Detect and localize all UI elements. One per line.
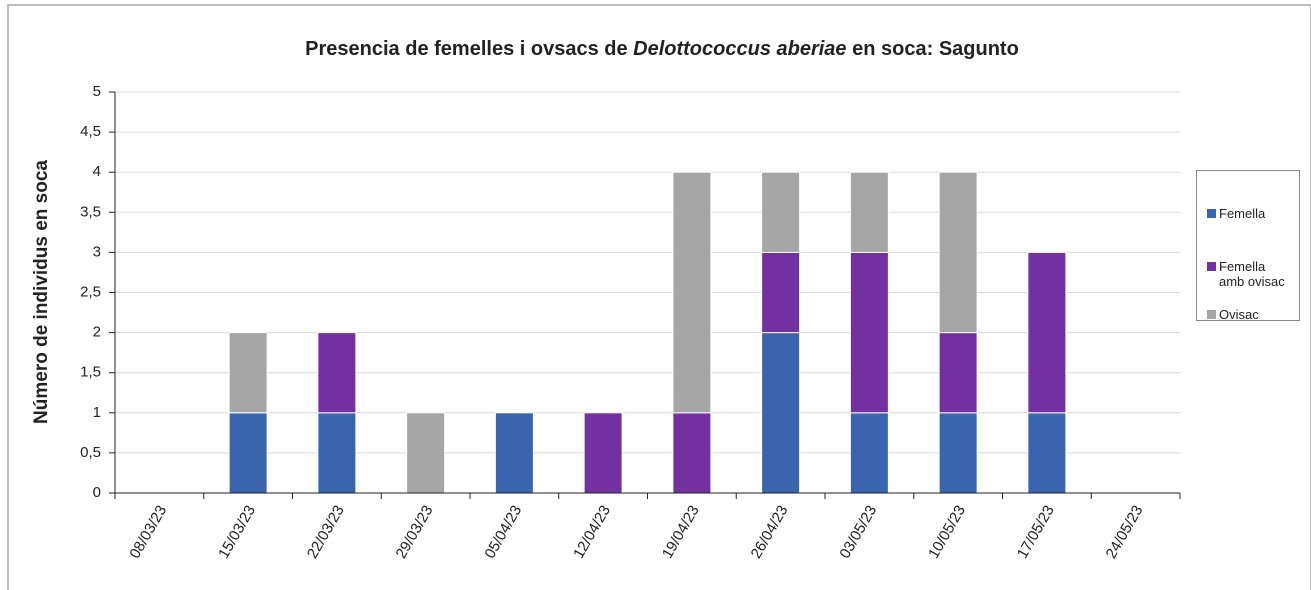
- bar-segment: [1027, 251, 1067, 414]
- bar-segment: [938, 332, 978, 414]
- chart-frame: [7, 4, 1311, 590]
- y-tick-label: 1: [93, 404, 101, 421]
- y-tick-label: 1,5: [80, 364, 101, 381]
- title-part: en soca: Sagunto: [847, 38, 1019, 60]
- bar-segment: [849, 412, 889, 494]
- bar-segment: [761, 251, 801, 334]
- y-tick-label: 3: [93, 243, 101, 260]
- bar-segment: [1027, 412, 1067, 494]
- bar-segment: [228, 332, 268, 414]
- y-tick-label: 4,5: [80, 123, 101, 140]
- bar-segment: [938, 171, 978, 334]
- title-part: Presencia de femelles i ovsacs de: [305, 38, 633, 60]
- bar-segment: [317, 332, 357, 414]
- legend: Femella Femella amb ovisac Ovisac: [1196, 170, 1300, 322]
- y-tick-label: 5: [93, 83, 101, 100]
- chart-title: Presencia de femelles i ovsacs de Delott…: [305, 38, 1019, 60]
- bar-segment: [849, 251, 889, 414]
- bar-segment: [583, 412, 623, 494]
- y-tick-label: 0: [93, 484, 101, 501]
- bar-segment: [938, 412, 978, 494]
- bar-segment: [228, 412, 268, 494]
- legend-label: Femella: [1219, 206, 1266, 221]
- legend-swatch: [1207, 209, 1216, 218]
- legend-swatch: [1207, 310, 1216, 319]
- legend-label: Ovisac: [1219, 307, 1259, 322]
- legend-swatch: [1207, 262, 1216, 271]
- bar-segment: [761, 332, 801, 494]
- y-tick-label: 2: [93, 324, 101, 341]
- y-tick-label: 2,5: [80, 283, 101, 300]
- legend-item: Femella: [1207, 206, 1292, 221]
- legend-label: Femella amb ovisac: [1219, 259, 1285, 289]
- bar-segment: [672, 171, 712, 414]
- y-tick-label: 4: [93, 163, 101, 180]
- legend-item: Femella amb ovisac: [1207, 259, 1292, 289]
- bar-segment: [761, 171, 801, 253]
- bar-segment: [406, 412, 446, 494]
- title-part: Delottococcus aberiae: [633, 38, 846, 60]
- bar-segment: [672, 412, 712, 494]
- legend-item: Ovisac: [1207, 307, 1292, 322]
- y-tick-label: 3,5: [80, 203, 101, 220]
- y-axis-title: Número de individus en soca: [31, 160, 52, 424]
- bar-segment: [494, 412, 534, 494]
- bar-segment: [849, 171, 889, 253]
- y-tick-label: 0,5: [80, 444, 101, 461]
- bar-segment: [317, 412, 357, 494]
